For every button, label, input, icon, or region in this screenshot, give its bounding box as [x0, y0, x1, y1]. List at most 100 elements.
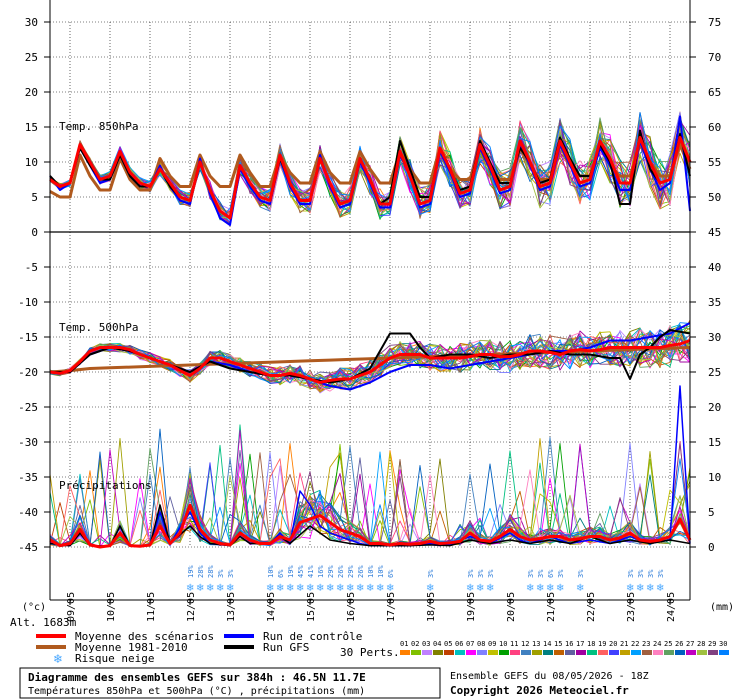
- left-tick-label: 5: [31, 191, 38, 204]
- right-tick-label: 50: [708, 191, 721, 204]
- legend-swatch-gfs: [224, 645, 254, 649]
- snow-risk-pct: 3%: [577, 569, 585, 578]
- snow-risk-pct: 10%: [267, 565, 275, 578]
- perturbation-swatch: [411, 650, 421, 655]
- x-tick-label: 17/05: [386, 592, 397, 622]
- perturbation-500-line: [49, 338, 691, 388]
- snowflake-icon: ❄: [316, 583, 324, 594]
- perturbation-id: 07: [466, 640, 474, 648]
- left-tick-label: -30: [18, 436, 38, 449]
- right-tick-label: 30: [708, 331, 721, 344]
- snowflake-icon: ❄: [576, 583, 584, 594]
- snow-risk-pct: 3%: [217, 569, 225, 578]
- snow-risk-pct: 41%: [307, 565, 315, 578]
- snow-risk-pct: 6%: [277, 569, 285, 578]
- legend-swatch-mean: [36, 634, 66, 638]
- snowflake-icon: ❄: [476, 583, 484, 594]
- snow-risk-pct: 16%: [317, 565, 325, 578]
- perturbation-swatch: [642, 650, 652, 655]
- series-mean-500: [49, 339, 691, 384]
- snow-risk-pct: 26%: [357, 565, 365, 578]
- left-tick-label: 0: [31, 226, 38, 239]
- x-tick-label: 14/05: [266, 592, 277, 622]
- legend-swatch-control: [224, 634, 254, 638]
- perturbation-id: 05: [444, 640, 452, 648]
- perturbation-swatch: [554, 650, 564, 655]
- snow-risk-pct: 3%: [427, 569, 435, 578]
- perturbation-id: 12: [521, 640, 529, 648]
- perturbation-swatch: [444, 650, 454, 655]
- perturbation-swatch: [609, 650, 619, 655]
- perturbation-id: 08: [477, 640, 485, 648]
- right-tick-label: 70: [708, 51, 721, 64]
- perturbation-id: 27: [686, 640, 694, 648]
- legend-label-snow: Risque neige: [75, 652, 154, 665]
- snowflake-icon: ❄: [226, 583, 234, 594]
- footer-title: Diagramme des ensembles GEFS sur 384h : …: [28, 671, 366, 684]
- snow-risk-markers: 19%❄28%❄28%❄3%❄3%❄10%❄6%❄19%❄45%❄41%❄16%…: [186, 565, 665, 594]
- panel-label-850: Temp. 850hPa: [59, 120, 138, 133]
- perturbation-swatch: [455, 650, 465, 655]
- perturbation-id: 02: [411, 640, 419, 648]
- snow-risk-pct: 3%: [637, 569, 645, 578]
- perturbation-id: 20: [609, 640, 617, 648]
- perturbation-id: 13: [532, 640, 540, 648]
- perturbation-swatch: [664, 650, 674, 655]
- snowflake-icon: ❄: [486, 583, 494, 594]
- snowflake-icon: ❄: [636, 583, 644, 594]
- perturbation-swatch: [598, 650, 608, 655]
- perturbation-swatch: [576, 650, 586, 655]
- right-tick-label: 0: [708, 541, 715, 554]
- perturbation-id: 14: [543, 640, 551, 648]
- snowflake-icon: ❄: [216, 583, 224, 594]
- x-tick-label: 24/05: [666, 592, 677, 622]
- left-tick-label: 10: [25, 156, 38, 169]
- snowflake-icon: ❄: [186, 583, 194, 594]
- x-tick-label: 10/05: [106, 592, 117, 622]
- perturbation-id: 25: [664, 640, 672, 648]
- legend-label-control: Run de contrôle: [263, 630, 362, 643]
- perturbation-id: 06: [455, 640, 463, 648]
- perturbation-swatch: [620, 650, 630, 655]
- perturbation-id: 17: [576, 640, 584, 648]
- grid: [50, 21, 690, 548]
- snowflake-icon: ❄: [286, 583, 294, 594]
- snowflake-icon: ❄: [206, 583, 214, 594]
- right-tick-label: 5: [708, 506, 715, 519]
- perturbation-id: 11: [510, 640, 518, 648]
- snow-risk-pct: 19%: [287, 565, 295, 578]
- snow-risk-pct: 3%: [527, 569, 535, 578]
- snowflake-icon: ❄: [656, 583, 664, 594]
- right-tick-label: 60: [708, 121, 721, 134]
- panel-label-500: Temp. 500hPa: [59, 321, 138, 334]
- perturbation-legend: 01 02 03 04 05 06 07 08 09 10 11 12 13 14 15 16 17 18 19 20…: [400, 640, 729, 655]
- x-tick-label: 13/05: [226, 592, 237, 622]
- left-unit: (°c): [22, 602, 46, 613]
- perturbation-id: 28: [697, 640, 705, 648]
- snowflake-icon: ❄: [546, 583, 554, 594]
- perturbation-id: 19: [598, 640, 606, 648]
- snowflake-icon: ❄: [536, 583, 544, 594]
- right-tick-label: 55: [708, 156, 721, 169]
- footer-box: [19, 667, 441, 699]
- perturbation-id: 15: [554, 640, 562, 648]
- snowflake-icon: ❄: [346, 583, 354, 594]
- left-tick-label: -15: [18, 331, 38, 344]
- perturbation-swatch: [433, 650, 443, 655]
- perturbation-id: 16: [565, 640, 573, 648]
- perturbation-swatch: [488, 650, 498, 655]
- snow-risk-pct: 19%: [187, 565, 195, 578]
- snowflake-icon: ❄: [326, 583, 334, 594]
- perturbation-swatch: [422, 650, 432, 655]
- snow-risk-pct: 3%: [557, 569, 565, 578]
- right-tick-label: 20: [708, 401, 721, 414]
- snowflake-icon: ❄: [276, 583, 284, 594]
- snowflake-icon: ❄: [296, 583, 304, 594]
- snowflake-icon: ❄: [336, 583, 344, 594]
- legend: Moyenne des scénarios Moyenne 1981-2010 …: [36, 630, 729, 666]
- series-mean-precip: [49, 503, 692, 549]
- left-tick-label: 30: [25, 16, 38, 29]
- snow-risk-pct: 28%: [207, 565, 215, 578]
- x-tick-label: 22/05: [586, 592, 597, 622]
